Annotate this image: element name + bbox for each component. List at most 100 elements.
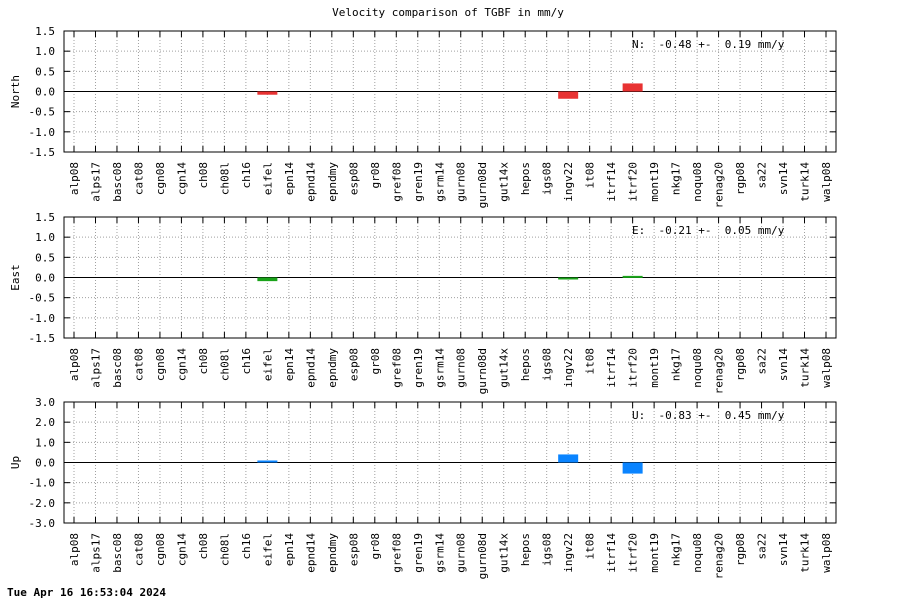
xtick-label: renag20 (713, 533, 726, 579)
xtick-label: itrf20 (627, 533, 640, 573)
ytick-label: 0.5 (35, 251, 55, 264)
bar-itrf20 (622, 462, 643, 474)
bar-ingv22 (558, 277, 579, 280)
xtick-label: igs08 (541, 162, 554, 195)
xtick-label: nkg17 (670, 162, 683, 195)
xtick-label: svn14 (777, 348, 790, 381)
xtick-label: sa22 (756, 533, 769, 560)
ytick-label: -1.0 (29, 126, 56, 139)
xtick-label: ch16 (240, 348, 253, 375)
panel-north: 1.5 1.0 0.5 0.0 -0.5 -1.0 -1.5 alp08 alps17 basc0… (9, 25, 837, 208)
ytick-label: 1.0 (35, 436, 55, 449)
xtick-label: hepos (519, 348, 532, 381)
xtick-label: gsrm14 (433, 348, 446, 388)
xtick-label: cgn14 (175, 162, 188, 195)
xtick-label: ch08l (218, 533, 231, 566)
xtick-label: ch16 (240, 162, 253, 189)
xtick-label: sa22 (756, 162, 769, 189)
xtick-label: basc08 (111, 162, 124, 202)
xtick-label: mont19 (648, 162, 661, 202)
bar-itrf20 (622, 83, 643, 92)
xtick-label: gref08 (390, 348, 403, 388)
xtick-label: gurn08 (455, 533, 468, 573)
xtick-label: noqu08 (691, 348, 704, 388)
timestamp: Tue Apr 16 16:53:04 2024 (7, 586, 166, 599)
xtick-label: turk14 (799, 533, 812, 573)
xtick-label: ch08 (197, 162, 210, 189)
xtick-label: alps17 (89, 162, 102, 202)
ytick-label: -1.0 (29, 477, 56, 490)
y-axis-label: East (9, 264, 22, 291)
plot-frame (63, 216, 837, 339)
xtick-label: epndmy (326, 348, 339, 388)
bar-ingv22 (558, 91, 579, 99)
ytick-label: -1.5 (29, 332, 56, 345)
xtick-label: alp08 (68, 162, 81, 195)
xtick-label: gurn08d (476, 162, 489, 208)
xtick-label: epndmy (326, 533, 339, 573)
xtick-label: alp08 (68, 533, 81, 566)
xtick-label: gren19 (412, 533, 425, 573)
bar-ingv22 (558, 454, 579, 463)
xtick-label: epnd14 (304, 533, 317, 573)
xtick-label: ch08l (218, 162, 231, 195)
bar-eifel (257, 460, 278, 463)
ytick-label: -2.0 (29, 497, 56, 510)
ytick-label: -1.0 (29, 312, 56, 325)
xtick-label: noqu08 (691, 533, 704, 573)
plot-frame (63, 30, 837, 153)
xtick-label: epndmy (326, 162, 339, 202)
xtick-label: rgp08 (734, 162, 747, 195)
xtick-label: gr08 (369, 533, 382, 560)
xtick-label: itrf14 (605, 348, 618, 388)
xtick-label: rgp08 (734, 348, 747, 381)
xtick-label: eifel (261, 162, 274, 195)
xtick-label: gut14x (498, 533, 511, 573)
xtick-label: epnd14 (304, 348, 317, 388)
ytick-label: 1.5 (35, 211, 55, 224)
xtick-label: itrf14 (605, 162, 618, 202)
xtick-label: it08 (584, 533, 597, 560)
xtick-label: cgn08 (154, 348, 167, 381)
plot-frame (63, 401, 837, 524)
xtick-label: ingv22 (562, 162, 575, 202)
bar-itrf20 (622, 275, 643, 278)
ytick-label: -0.5 (29, 292, 56, 305)
xtick-label: cgn14 (175, 348, 188, 381)
ytick-label: 0.5 (35, 65, 55, 78)
y-axis-label: Up (9, 456, 22, 469)
xtick-label: alp08 (68, 348, 81, 381)
ytick-label: 1.5 (35, 25, 55, 38)
xtick-label: cat08 (132, 162, 145, 195)
xtick-label: ch08l (218, 348, 231, 381)
xtick-label: mont19 (648, 348, 661, 388)
stat-annotation: U: -0.83 +- 0.45 mm/y (632, 409, 785, 422)
xtick-label: gr08 (369, 162, 382, 189)
xtick-label: ch08 (197, 348, 210, 375)
xtick-label: esp08 (347, 533, 360, 566)
xtick-label: esp08 (347, 348, 360, 381)
xtick-label: it08 (584, 162, 597, 189)
xtick-label: svn14 (777, 162, 790, 195)
xtick-label: itrf14 (605, 533, 618, 573)
xtick-label: eifel (261, 348, 274, 381)
xtick-label: basc08 (111, 533, 124, 573)
xtick-label: cat08 (132, 348, 145, 381)
ytick-label: 2.0 (35, 416, 55, 429)
xtick-label: gr08 (369, 348, 382, 375)
xtick-label: igs08 (541, 533, 554, 566)
xtick-label: noqu08 (691, 162, 704, 202)
xtick-label: cat08 (132, 533, 145, 566)
xtick-label: gut14x (498, 348, 511, 388)
ytick-label: 0.0 (35, 457, 55, 470)
xtick-label: walp08 (820, 533, 833, 573)
xtick-label: epn14 (283, 533, 296, 566)
xtick-label: renag20 (713, 348, 726, 394)
xtick-label: turk14 (799, 162, 812, 202)
xtick-label: gurn08 (455, 348, 468, 388)
ytick-label: 1.0 (35, 231, 55, 244)
xtick-label: itrf20 (627, 348, 640, 388)
xtick-label: ingv22 (562, 533, 575, 573)
stat-annotation: N: -0.48 +- 0.19 mm/y (632, 38, 785, 51)
ytick-label: -0.5 (29, 106, 56, 119)
